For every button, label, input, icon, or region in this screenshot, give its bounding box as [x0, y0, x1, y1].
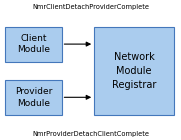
Text: Provider
Module: Provider Module — [15, 87, 52, 108]
FancyBboxPatch shape — [94, 27, 174, 115]
Text: NmrClientDetachProviderComplete: NmrClientDetachProviderComplete — [32, 4, 149, 10]
Text: NmrProviderDetachClientComplete: NmrProviderDetachClientComplete — [32, 131, 149, 137]
Text: Client
Module: Client Module — [17, 34, 50, 54]
FancyBboxPatch shape — [5, 80, 62, 115]
Text: Network
Module
Registrar: Network Module Registrar — [112, 52, 156, 90]
FancyBboxPatch shape — [5, 27, 62, 62]
